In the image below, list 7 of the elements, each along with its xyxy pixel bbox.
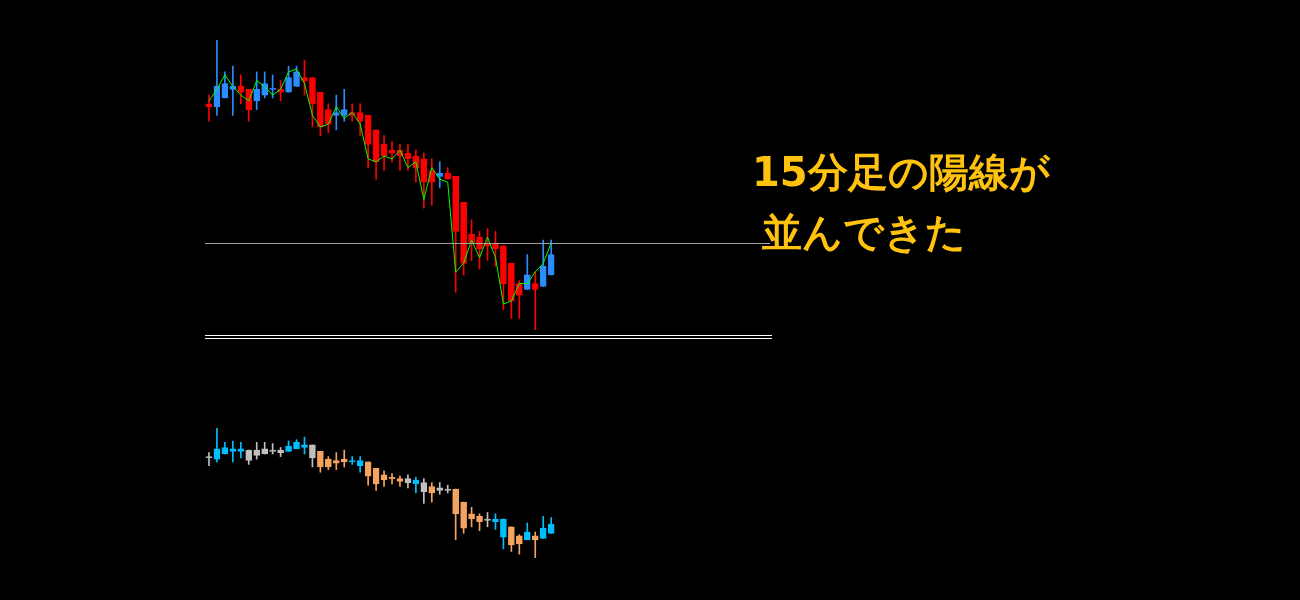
candlestick [229, 440, 237, 463]
annotation: 15分足の陽線が [752, 148, 1050, 197]
annotation: 並んできた [761, 208, 967, 257]
candlestick [205, 94, 213, 122]
candlestick [205, 452, 213, 467]
candlestick [332, 94, 340, 131]
candlestick [531, 271, 539, 330]
